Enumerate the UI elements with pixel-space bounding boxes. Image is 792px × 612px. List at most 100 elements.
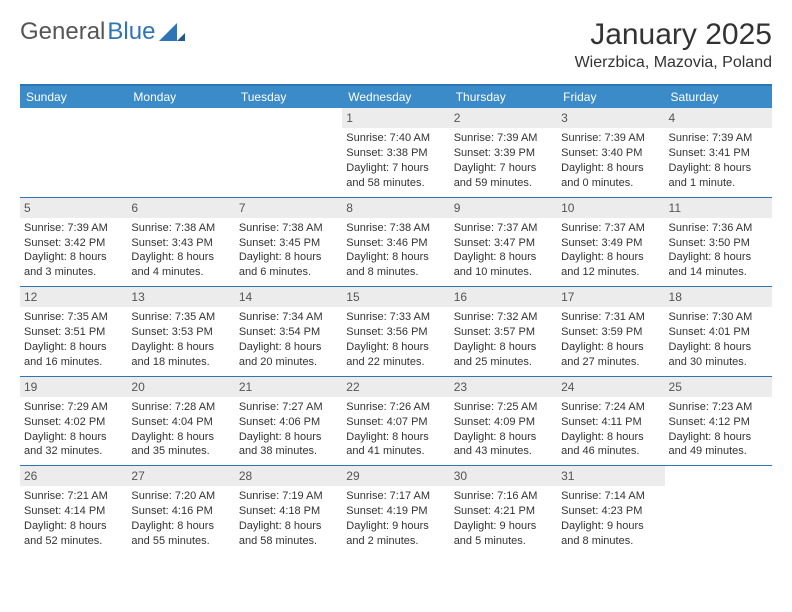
- sunrise-text: Sunrise: 7:39 AM: [561, 131, 660, 146]
- calendar-cell: 14Sunrise: 7:34 AMSunset: 3:54 PMDayligh…: [235, 287, 342, 377]
- sunrise-text: Sunrise: 7:39 AM: [24, 221, 123, 236]
- calendar-cell: 12Sunrise: 7:35 AMSunset: 3:51 PMDayligh…: [20, 287, 127, 377]
- daylight-text: and 18 minutes.: [131, 355, 230, 370]
- daylight-text: and 38 minutes.: [239, 444, 338, 459]
- calendar-week-row: 19Sunrise: 7:29 AMSunset: 4:02 PMDayligh…: [20, 376, 772, 466]
- day-number: 2: [450, 108, 557, 128]
- day-number: 4: [665, 108, 772, 128]
- daylight-text: and 6 minutes.: [239, 265, 338, 280]
- daylight-text: Daylight: 8 hours: [561, 430, 660, 445]
- daylight-text: and 58 minutes.: [346, 176, 445, 191]
- calendar-week-row: 1Sunrise: 7:40 AMSunset: 3:38 PMDaylight…: [20, 108, 772, 197]
- day-number: 5: [20, 198, 127, 218]
- sunset-text: Sunset: 3:57 PM: [454, 325, 553, 340]
- sunset-text: Sunset: 3:43 PM: [131, 236, 230, 251]
- daylight-text: and 14 minutes.: [669, 265, 768, 280]
- daylight-text: Daylight: 8 hours: [669, 161, 768, 176]
- sunrise-text: Sunrise: 7:32 AM: [454, 310, 553, 325]
- calendar-cell: 21Sunrise: 7:27 AMSunset: 4:06 PMDayligh…: [235, 376, 342, 466]
- daylight-text: Daylight: 8 hours: [454, 430, 553, 445]
- calendar-cell: 28Sunrise: 7:19 AMSunset: 4:18 PMDayligh…: [235, 466, 342, 555]
- sunrise-text: Sunrise: 7:21 AM: [24, 489, 123, 504]
- calendar-cell: 23Sunrise: 7:25 AMSunset: 4:09 PMDayligh…: [450, 376, 557, 466]
- sunrise-text: Sunrise: 7:36 AM: [669, 221, 768, 236]
- daylight-text: and 3 minutes.: [24, 265, 123, 280]
- day-number: 27: [127, 466, 234, 486]
- header: GeneralBlue January 2025 Wierzbica, Mazo…: [20, 18, 772, 72]
- daylight-text: Daylight: 8 hours: [561, 161, 660, 176]
- sunset-text: Sunset: 3:42 PM: [24, 236, 123, 251]
- sunset-text: Sunset: 4:18 PM: [239, 504, 338, 519]
- day-number: 10: [557, 198, 664, 218]
- sunrise-text: Sunrise: 7:35 AM: [24, 310, 123, 325]
- sunrise-text: Sunrise: 7:26 AM: [346, 400, 445, 415]
- daylight-text: and 0 minutes.: [561, 176, 660, 191]
- daylight-text: Daylight: 8 hours: [239, 430, 338, 445]
- sunrise-text: Sunrise: 7:24 AM: [561, 400, 660, 415]
- calendar-cell: 3 Sunrise: 7:39 AMSunset: 3:40 PMDaylight…: [557, 108, 664, 197]
- sunset-text: Sunset: 3:53 PM: [131, 325, 230, 340]
- day-number: 20: [127, 377, 234, 397]
- daylight-text: Daylight: 8 hours: [346, 430, 445, 445]
- calendar-cell: 9Sunrise: 7:37 AMSunset: 3:47 PMDaylight…: [450, 197, 557, 287]
- day-number: 6: [127, 198, 234, 218]
- logo: GeneralBlue: [20, 18, 185, 46]
- sunset-text: Sunset: 4:01 PM: [669, 325, 768, 340]
- daylight-text: and 59 minutes.: [454, 176, 553, 191]
- daylight-text: Daylight: 9 hours: [454, 519, 553, 534]
- sunrise-text: Sunrise: 7:39 AM: [454, 131, 553, 146]
- daylight-text: and 10 minutes.: [454, 265, 553, 280]
- sunrise-text: Sunrise: 7:29 AM: [24, 400, 123, 415]
- daylight-text: Daylight: 8 hours: [131, 519, 230, 534]
- day-number: 22: [342, 377, 449, 397]
- calendar-cell: 13Sunrise: 7:35 AMSunset: 3:53 PMDayligh…: [127, 287, 234, 377]
- daylight-text: Daylight: 7 hours: [346, 161, 445, 176]
- day-number: 21: [235, 377, 342, 397]
- sunset-text: Sunset: 3:49 PM: [561, 236, 660, 251]
- calendar-cell: 6Sunrise: 7:38 AMSunset: 3:43 PMDaylight…: [127, 197, 234, 287]
- daylight-text: Daylight: 8 hours: [561, 340, 660, 355]
- calendar-cell: 7Sunrise: 7:38 AMSunset: 3:45 PMDaylight…: [235, 197, 342, 287]
- daylight-text: and 35 minutes.: [131, 444, 230, 459]
- day-number: 28: [235, 466, 342, 486]
- daylight-text: Daylight: 8 hours: [346, 340, 445, 355]
- daylight-text: Daylight: 7 hours: [454, 161, 553, 176]
- calendar-table: Sunday Monday Tuesday Wednesday Thursday…: [20, 86, 772, 555]
- day-number: 26: [20, 466, 127, 486]
- sunrise-text: Sunrise: 7:31 AM: [561, 310, 660, 325]
- sunset-text: Sunset: 3:59 PM: [561, 325, 660, 340]
- sunrise-text: Sunrise: 7:33 AM: [346, 310, 445, 325]
- daylight-text: and 8 minutes.: [346, 265, 445, 280]
- sunset-text: Sunset: 4:21 PM: [454, 504, 553, 519]
- day-number: 25: [665, 377, 772, 397]
- calendar-cell: 20Sunrise: 7:28 AMSunset: 4:04 PMDayligh…: [127, 376, 234, 466]
- calendar-cell: 10Sunrise: 7:37 AMSunset: 3:49 PMDayligh…: [557, 197, 664, 287]
- sunset-text: Sunset: 3:47 PM: [454, 236, 553, 251]
- sunrise-text: Sunrise: 7:38 AM: [346, 221, 445, 236]
- sunset-text: Sunset: 4:16 PM: [131, 504, 230, 519]
- sunset-text: Sunset: 4:11 PM: [561, 415, 660, 430]
- sunset-text: Sunset: 3:40 PM: [561, 146, 660, 161]
- day-header: Tuesday: [235, 86, 342, 108]
- day-number: 24: [557, 377, 664, 397]
- daylight-text: Daylight: 8 hours: [561, 250, 660, 265]
- calendar-cell: 1Sunrise: 7:40 AMSunset: 3:38 PMDaylight…: [342, 108, 449, 197]
- daylight-text: and 8 minutes.: [561, 534, 660, 549]
- calendar-cell: 5Sunrise: 7:39 AMSunset: 3:42 PMDaylight…: [20, 197, 127, 287]
- daylight-text: and 25 minutes.: [454, 355, 553, 370]
- day-number: 3: [557, 108, 664, 128]
- daylight-text: Daylight: 8 hours: [454, 250, 553, 265]
- sunrise-text: Sunrise: 7:20 AM: [131, 489, 230, 504]
- sunrise-text: Sunrise: 7:16 AM: [454, 489, 553, 504]
- day-number: 7: [235, 198, 342, 218]
- day-number: 23: [450, 377, 557, 397]
- sunrise-text: Sunrise: 7:19 AM: [239, 489, 338, 504]
- sunset-text: Sunset: 4:12 PM: [669, 415, 768, 430]
- daylight-text: and 43 minutes.: [454, 444, 553, 459]
- day-header: Sunday: [20, 86, 127, 108]
- daylight-text: and 27 minutes.: [561, 355, 660, 370]
- daylight-text: Daylight: 8 hours: [239, 340, 338, 355]
- calendar-cell: 2Sunrise: 7:39 AMSunset: 3:39 PMDaylight…: [450, 108, 557, 197]
- daylight-text: and 32 minutes.: [24, 444, 123, 459]
- daylight-text: and 16 minutes.: [24, 355, 123, 370]
